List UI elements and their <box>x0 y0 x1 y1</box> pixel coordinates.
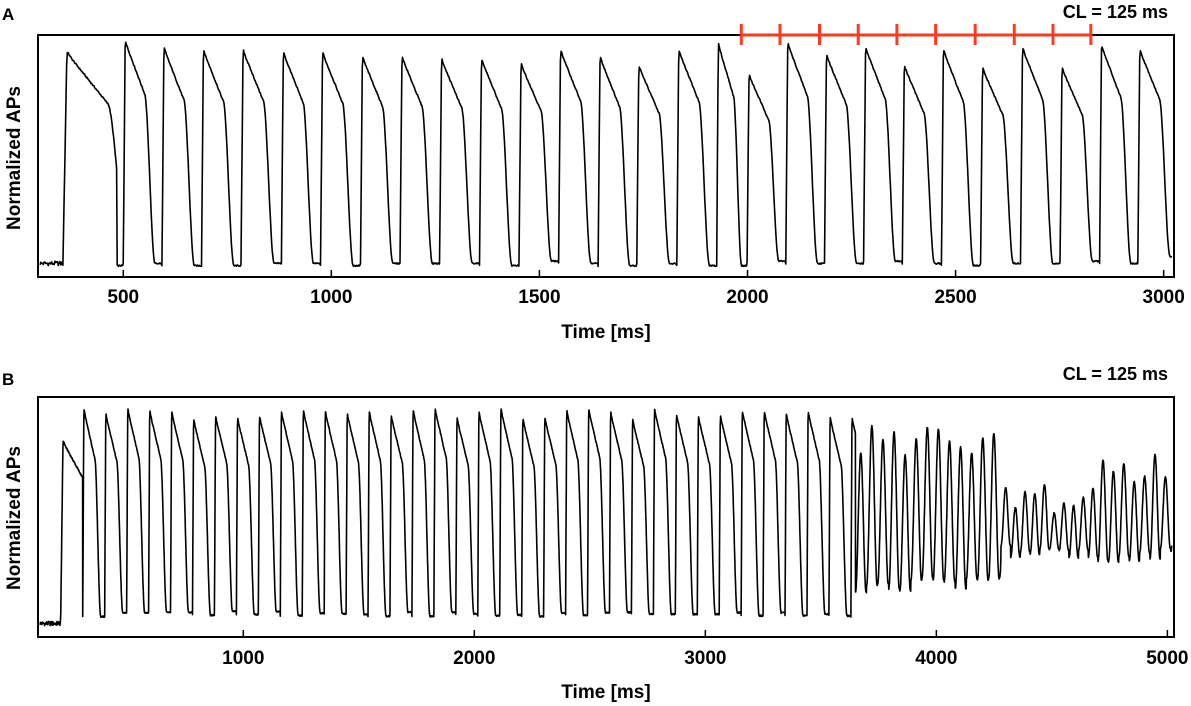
panel-b-x-tick-label-2000: 2000 <box>453 648 495 669</box>
panel-b-x-axis-title: Time [ms] <box>561 682 650 703</box>
panel-a-trace-group <box>39 41 1173 268</box>
panel-b-label: B <box>2 370 14 389</box>
panel-a: A CL = 125 ms 500 1000 1500 2000 2500 3000 Ti… <box>2 2 1185 343</box>
panel-b-x-tick-label-3000: 3000 <box>684 648 726 669</box>
panel-a-x-tick-label-1000: 1000 <box>310 287 352 308</box>
panel-a-label: A <box>2 5 14 24</box>
panel-a-x-tick-label-2500: 2500 <box>934 287 976 308</box>
panel-b-x-tick-label-4000: 4000 <box>915 648 957 669</box>
panel-a-x-tick-label-1500: 1500 <box>518 287 560 308</box>
panel-a-x-axis-title: Time [ms] <box>561 322 650 343</box>
panel-b-x-tick-label-5000: 5000 <box>1146 648 1188 669</box>
panel-a-x-tick-label-500: 500 <box>107 287 139 308</box>
panel-a-ap-trace <box>39 41 1173 268</box>
panel-b: B CL = 125 ms 1000 2000 3000 4000 5000 Time … <box>2 364 1189 703</box>
panel-a-plot-frame <box>37 34 1175 278</box>
panel-b-ap-trace <box>39 408 1173 627</box>
panel-a-x-tick-label-2000: 2000 <box>726 287 768 308</box>
panel-b-x-ticks: 1000 2000 3000 4000 5000 <box>222 630 1189 669</box>
panel-b-x-tick-label-1000: 1000 <box>222 648 264 669</box>
panel-a-y-axis-title: Normalized APs <box>4 86 25 230</box>
panel-a-x-tick-label-3000: 3000 <box>1143 287 1185 308</box>
panel-a-cycle-length-label: CL = 125 ms <box>1063 2 1168 22</box>
panel-b-cycle-length-label: CL = 125 ms <box>1063 364 1168 384</box>
panel-a-pacing-markers <box>739 24 1093 45</box>
panel-b-plot-frame <box>37 396 1175 638</box>
panel-b-y-axis-title: Normalized APs <box>4 446 25 590</box>
panel-b-trace-group <box>39 408 1173 627</box>
panel-a-x-ticks: 500 1000 1500 2000 2500 3000 <box>107 270 1185 308</box>
